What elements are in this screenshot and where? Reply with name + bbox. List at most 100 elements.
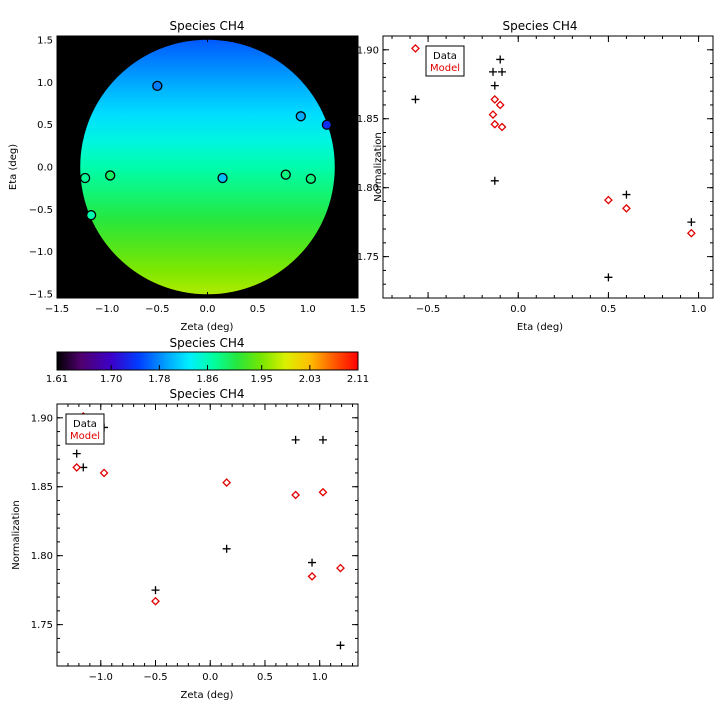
map-ytick-label: −1.5 bbox=[29, 289, 53, 300]
zeta-frame bbox=[56, 403, 359, 667]
zeta-xtick-label: 1.0 bbox=[312, 672, 328, 683]
eta-data-point bbox=[687, 218, 696, 227]
map-xtick-label: 1.0 bbox=[300, 304, 316, 315]
zeta-data-point bbox=[308, 558, 317, 567]
eta-legend-data: Data bbox=[433, 51, 457, 62]
zeta-data-point bbox=[222, 544, 231, 553]
zeta-panel: Species CH4 −1.0 −0.5 0.0 0.5 1.0 1.75 1.80 1.8… bbox=[11, 387, 359, 701]
eta-ytick-label: 1.80 bbox=[357, 183, 379, 194]
eta-xtick-label: 0.5 bbox=[600, 304, 616, 315]
zeta-ytick-label: 1.80 bbox=[31, 551, 53, 562]
eta-model-point bbox=[488, 110, 498, 120]
eta-ticks: −0.5 0.0 0.5 1.0 1.75 1.80 1.85 1.90 bbox=[357, 36, 713, 315]
colorbar-tick-label: 2.11 bbox=[347, 374, 369, 385]
colorbar-title: Species CH4 bbox=[169, 336, 244, 350]
map-points bbox=[79, 80, 333, 221]
eta-model-point bbox=[490, 119, 500, 129]
eta-xtick-label: −0.5 bbox=[416, 304, 440, 315]
map-point bbox=[280, 169, 291, 180]
zeta-xtick-label: 0.0 bbox=[202, 672, 218, 683]
map-ytick-label: 1.0 bbox=[37, 78, 53, 89]
map-point bbox=[152, 80, 163, 92]
eta-data-point bbox=[496, 55, 505, 64]
map-point bbox=[79, 172, 91, 184]
map-ytick-label: 0.0 bbox=[37, 163, 53, 174]
map-disk bbox=[80, 39, 335, 295]
eta-legend-model: Model bbox=[430, 63, 460, 74]
map-xtick-label: 0.5 bbox=[250, 304, 266, 315]
eta-data-point bbox=[604, 273, 613, 282]
map-ytick-label: −0.5 bbox=[29, 205, 53, 216]
colorbar-tick-label: 1.61 bbox=[46, 374, 68, 385]
eta-xtick-label: 1.0 bbox=[691, 304, 707, 315]
eta-data-point bbox=[490, 81, 499, 90]
map-xtick-label: −1.0 bbox=[95, 304, 119, 315]
map-ylabel: Eta (deg) bbox=[8, 144, 19, 190]
zeta-legend-model: Model bbox=[70, 431, 100, 442]
zeta-xtick-label: −1.0 bbox=[89, 672, 113, 683]
colorbar-tick-label: 1.70 bbox=[100, 374, 122, 385]
zeta-xlabel: Zeta (deg) bbox=[181, 690, 234, 701]
map-point bbox=[105, 170, 116, 181]
eta-model-point bbox=[622, 203, 631, 213]
map-point bbox=[321, 119, 333, 130]
map-xlabel: Zeta (deg) bbox=[181, 322, 234, 333]
zeta-ytick-label: 1.85 bbox=[31, 482, 53, 493]
eta-model-point bbox=[490, 95, 500, 104]
eta-data-point bbox=[498, 67, 507, 76]
eta-panel: Species CH4 −0.5 0.0 0.5 1.0 1.75 1.80 1.85 1.9… bbox=[357, 19, 714, 333]
zeta-model-point bbox=[151, 596, 160, 606]
eta-data-point bbox=[489, 67, 497, 76]
eta-model-point bbox=[686, 228, 696, 238]
zeta-ytick-label: 1.75 bbox=[31, 620, 53, 631]
eta-xlabel: Eta (deg) bbox=[517, 322, 563, 333]
map-xtick-label: −0.5 bbox=[145, 304, 169, 315]
eta-data-point bbox=[411, 95, 420, 104]
map-title: Species CH4 bbox=[169, 19, 244, 33]
map-xtick-label: 0.0 bbox=[200, 304, 216, 315]
colorbar-tick-label: 1.95 bbox=[251, 374, 273, 385]
map-xtick-label: 1.5 bbox=[350, 304, 366, 315]
zeta-legend: Data Model bbox=[65, 413, 105, 445]
zeta-model-point bbox=[291, 490, 301, 500]
zeta-model-point bbox=[222, 478, 232, 488]
zeta-legend-data: Data bbox=[73, 419, 97, 430]
colorbar-ticks: 1.61 1.70 1.78 1.86 1.95 2.03 2.11 bbox=[46, 365, 369, 385]
zeta-ytick-label: 1.90 bbox=[31, 413, 53, 424]
zeta-data-point bbox=[72, 449, 81, 458]
eta-legend-box bbox=[425, 45, 465, 77]
eta-ytick-label: 1.90 bbox=[357, 45, 379, 56]
zeta-title: Species CH4 bbox=[169, 387, 244, 401]
eta-xtick-label: 0.0 bbox=[510, 304, 526, 315]
zeta-model-point bbox=[307, 571, 317, 581]
eta-model-point bbox=[497, 122, 507, 132]
zeta-model-point bbox=[99, 468, 109, 478]
colorbar-tick-label: 2.03 bbox=[299, 374, 321, 385]
map-point bbox=[217, 172, 228, 184]
map-point bbox=[295, 111, 306, 122]
zeta-ticks: −1.0 −0.5 0.0 0.5 1.0 1.75 1.80 1.85 1.90 bbox=[31, 404, 358, 683]
zeta-model-point bbox=[336, 563, 345, 573]
eta-data-point bbox=[622, 190, 631, 199]
eta-ylabel: Normalization bbox=[373, 132, 384, 202]
map-ytick-label: −1.0 bbox=[29, 247, 53, 258]
eta-points bbox=[411, 43, 696, 282]
zeta-ylabel: Normalization bbox=[11, 500, 22, 570]
map-ytick-label: 1.5 bbox=[37, 36, 53, 47]
map-ytick-label: 0.5 bbox=[37, 120, 53, 131]
colorbar-tick-label: 1.86 bbox=[196, 374, 218, 385]
map-ticks: −1.5 −1.0 −0.5 0.0 0.5 1.0 1.5 −1.5 −1.0 −0.5 0.0 0… bbox=[29, 36, 366, 315]
map-point bbox=[305, 173, 316, 184]
eta-model-point bbox=[411, 43, 420, 53]
eta-ytick-label: 1.75 bbox=[357, 252, 379, 263]
eta-ytick-label: 1.85 bbox=[357, 114, 379, 125]
eta-model-point bbox=[495, 100, 505, 110]
zeta-model-point bbox=[318, 487, 328, 497]
map-panel: Species CH4 −1.5 −1.0 −0.5 0.0 0.5 1.0 1.5−1.5… bbox=[8, 19, 366, 333]
map-point bbox=[85, 210, 97, 221]
eta-model-point bbox=[603, 195, 613, 205]
eta-data-point bbox=[490, 176, 499, 185]
eta-legend: Data Model bbox=[425, 45, 465, 77]
zeta-data-point bbox=[336, 641, 345, 650]
